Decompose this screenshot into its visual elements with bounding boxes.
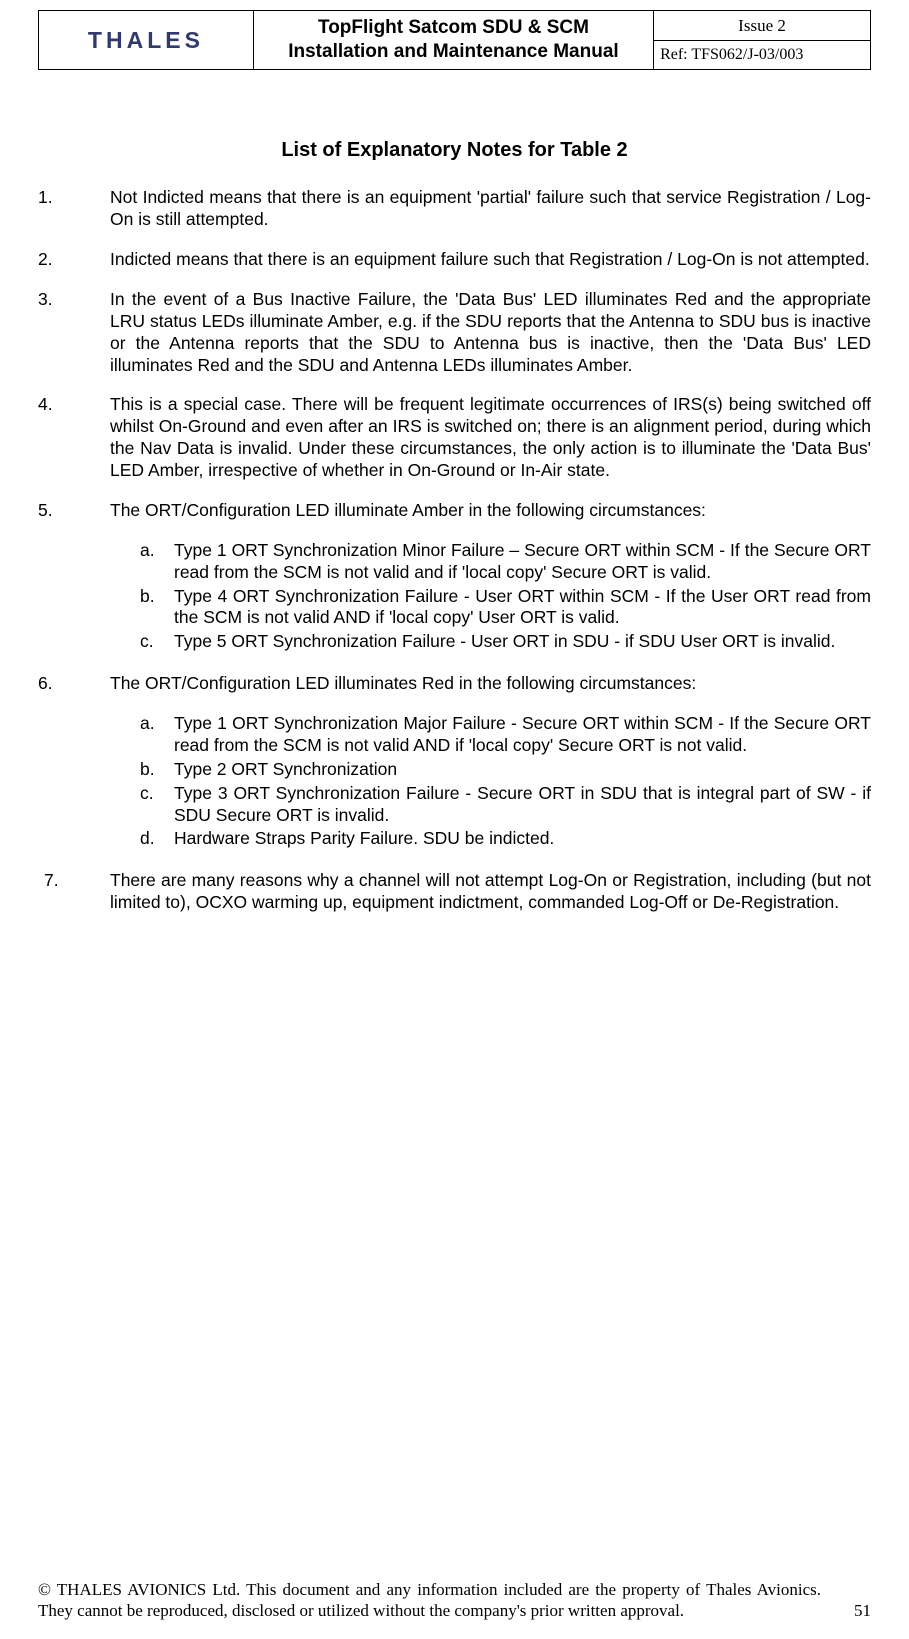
page-footer: © THALES AVIONICS Ltd. This document and… xyxy=(38,1579,871,1622)
sub-text: Type 1 ORT Synchronization Major Failure… xyxy=(174,713,871,757)
sub-text: Type 2 ORT Synchronization xyxy=(174,759,871,781)
note-4: 4. This is a special case. There will be… xyxy=(38,394,871,482)
doc-title-line1: TopFlight Satcom SDU & SCM xyxy=(318,17,589,38)
note-text: There are many reasons why a channel wil… xyxy=(110,870,871,914)
note-6d: d. Hardware Straps Parity Failure. SDU b… xyxy=(140,828,871,850)
note-number: 1. xyxy=(38,187,110,231)
note-text: The ORT/Configuration LED illuminates Re… xyxy=(110,673,871,852)
ref-cell: Ref: TFS062/J-03/003 xyxy=(654,41,871,70)
note-6-intro: The ORT/Configuration LED illuminates Re… xyxy=(110,673,696,693)
note-number: 7. xyxy=(44,870,110,914)
sub-text: Type 4 ORT Synchronization Failure - Use… xyxy=(174,586,871,630)
note-number: 3. xyxy=(38,289,110,377)
note-text: In the event of a Bus Inactive Failure, … xyxy=(110,289,871,377)
note-1: 1. Not Indicted means that there is an e… xyxy=(38,187,871,231)
note-number: 6. xyxy=(38,673,110,852)
note-text: This is a special case. There will be fr… xyxy=(110,394,871,482)
note-text: The ORT/Configuration LED illuminate Amb… xyxy=(110,500,871,655)
page-number: 51 xyxy=(821,1600,871,1621)
note-number: 2. xyxy=(38,249,110,271)
page-header: THALES TopFlight Satcom SDU & SCM Instal… xyxy=(38,10,871,70)
note-6: 6. The ORT/Configuration LED illuminates… xyxy=(38,673,871,852)
note-5-intro: The ORT/Configuration LED illuminate Amb… xyxy=(110,500,706,520)
note-6b: b. Type 2 ORT Synchronization xyxy=(140,759,871,781)
section-title: List of Explanatory Notes for Table 2 xyxy=(38,138,871,163)
sub-label: b. xyxy=(140,759,174,781)
note-6a: a. Type 1 ORT Synchronization Major Fail… xyxy=(140,713,871,757)
note-7: 7. There are many reasons why a channel … xyxy=(44,870,871,914)
document-page: THALES TopFlight Satcom SDU & SCM Instal… xyxy=(0,0,909,1639)
logo-cell: THALES xyxy=(39,11,254,70)
doc-title-cell: TopFlight Satcom SDU & SCM Installation … xyxy=(253,11,653,70)
note-6c: c. Type 3 ORT Synchronization Failure - … xyxy=(140,783,871,827)
note-number: 4. xyxy=(38,394,110,482)
sub-text: Type 5 ORT Synchronization Failure - Use… xyxy=(174,631,871,653)
footer-text: © THALES AVIONICS Ltd. This document and… xyxy=(38,1579,821,1622)
note-5a: a. Type 1 ORT Synchronization Minor Fail… xyxy=(140,540,871,584)
note-5: 5. The ORT/Configuration LED illuminate … xyxy=(38,500,871,655)
sub-label: d. xyxy=(140,828,174,850)
sub-text: Hardware Straps Parity Failure. SDU be i… xyxy=(174,828,871,850)
sub-label: a. xyxy=(140,713,174,757)
note-text: Not Indicted means that there is an equi… xyxy=(110,187,871,231)
note-6-sublist: a. Type 1 ORT Synchronization Major Fail… xyxy=(140,713,871,850)
sub-label: c. xyxy=(140,783,174,827)
note-5c: c. Type 5 ORT Synchronization Failure - … xyxy=(140,631,871,653)
sub-label: c. xyxy=(140,631,174,653)
notes-list: 1. Not Indicted means that there is an e… xyxy=(38,187,871,914)
note-number: 5. xyxy=(38,500,110,655)
sub-label: a. xyxy=(140,540,174,584)
note-2: 2. Indicted means that there is an equip… xyxy=(38,249,871,271)
sub-text: Type 3 ORT Synchronization Failure - Sec… xyxy=(174,783,871,827)
sub-label: b. xyxy=(140,586,174,630)
note-text: Indicted means that there is an equipmen… xyxy=(110,249,871,271)
note-3: 3. In the event of a Bus Inactive Failur… xyxy=(38,289,871,377)
thales-logo: THALES xyxy=(88,27,204,53)
note-5-sublist: a. Type 1 ORT Synchronization Minor Fail… xyxy=(140,540,871,653)
doc-title-line2: Installation and Maintenance Manual xyxy=(288,41,618,62)
sub-text: Type 1 ORT Synchronization Minor Failure… xyxy=(174,540,871,584)
issue-cell: Issue 2 xyxy=(654,11,871,41)
note-5b: b. Type 4 ORT Synchronization Failure - … xyxy=(140,586,871,630)
